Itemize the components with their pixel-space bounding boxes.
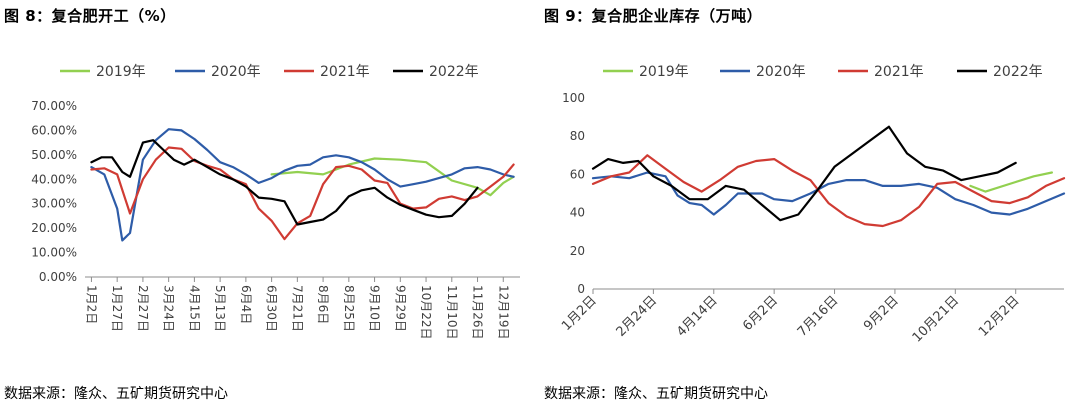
chart-panel-capacity-utilization: 图 8：复合肥开工（%） 0.00% 10.00% 20.00% 30.00% 40.0… xyxy=(4,7,520,402)
series-line-2022年 xyxy=(90,139,479,226)
y-tick-label: 10.00% xyxy=(31,246,77,260)
y-tick-label: 40.00% xyxy=(31,172,77,186)
series-line-2021年 xyxy=(591,154,1066,228)
x-tick-label: 9月2日 xyxy=(861,293,902,334)
x-tick-label: 12月19日 xyxy=(496,285,510,340)
x-tick-label: 7月16日 xyxy=(795,293,842,340)
legend-label: 2022年 xyxy=(993,64,1043,80)
series-line-2021年 xyxy=(90,146,515,241)
x-tick-label: 8月25日 xyxy=(342,285,356,332)
x-tick-label: 1月2日 xyxy=(559,293,600,334)
series-line-2019年 xyxy=(270,157,515,197)
chart-title: 图 9：复合肥企业库存（万吨） xyxy=(544,7,763,25)
x-tick-label: 12月2日 xyxy=(976,293,1023,340)
x-tick-label: 9月29日 xyxy=(393,285,407,332)
y-tick-label: 100 xyxy=(562,91,585,105)
x-tick-label: 3月24日 xyxy=(162,285,176,332)
legend-label: 2021年 xyxy=(874,64,924,80)
y-tick-label: 20.00% xyxy=(31,221,77,235)
y-tick-label: 70.00% xyxy=(31,99,77,113)
legend-label: 2020年 xyxy=(756,64,806,80)
y-tick-label: 0 xyxy=(577,282,585,296)
legend-label: 2022年 xyxy=(429,64,479,80)
chart-panel-inventory: 图 9：复合肥企业库存（万吨） 0 20 40 60 80 100 1月2日 2月24日 4月1… xyxy=(540,0,1080,412)
y-tick-label: 0.00% xyxy=(39,270,77,284)
x-tick-label: 11月10日 xyxy=(445,285,459,340)
chart-source: 数据来源：隆众、五矿期货研究中心 xyxy=(4,386,228,402)
legend-label: 2019年 xyxy=(639,64,689,80)
y-tick-label: 60 xyxy=(570,167,585,181)
x-tick-label: 2月24日 xyxy=(614,293,661,340)
x-tick-label: 10月22日 xyxy=(419,285,433,340)
x-tick-label: 6月2日 xyxy=(740,293,781,334)
y-tick-label: 60.00% xyxy=(31,123,77,137)
legend-label: 2020年 xyxy=(211,64,261,80)
x-tick-label: 7月21日 xyxy=(290,285,304,332)
x-tick-label: 9月10日 xyxy=(368,285,382,332)
x-tick-label: 1月27日 xyxy=(110,285,124,332)
series-line-2020年 xyxy=(591,171,1066,216)
series-line-2020年 xyxy=(90,128,515,242)
x-tick-label: 11月26日 xyxy=(471,285,485,340)
y-tick-label: 80 xyxy=(570,129,585,143)
y-tick-label: 40 xyxy=(570,206,585,220)
chart-source: 数据来源：隆众、五矿期货研究中心 xyxy=(544,386,768,402)
series-line-2019年 xyxy=(969,171,1053,193)
legend-label: 2019年 xyxy=(96,64,146,80)
x-tick-label: 2月27日 xyxy=(136,285,150,332)
x-tick-label: 10月21日 xyxy=(910,293,962,345)
series-line-2022年 xyxy=(591,125,1017,222)
x-tick-label: 5月13日 xyxy=(213,285,227,332)
x-tick-label: 6月4日 xyxy=(239,285,253,324)
legend-label: 2021年 xyxy=(320,64,370,80)
x-tick-label: 8月6日 xyxy=(316,285,330,324)
y-tick-label: 20 xyxy=(570,244,585,258)
x-tick-label: 4月15日 xyxy=(187,285,201,332)
line-chart-capacity-utilization: 0.00% 10.00% 20.00% 30.00% 40.00% 50.00% 60.00… xyxy=(31,64,520,340)
x-tick-label: 1月2日 xyxy=(84,285,98,324)
chart-title: 图 8：复合肥开工（%） xyxy=(4,7,176,25)
x-tick-label: 4月14日 xyxy=(674,293,721,340)
y-tick-label: 30.00% xyxy=(31,197,77,211)
x-tick-label: 6月30日 xyxy=(265,285,279,332)
y-tick-label: 50.00% xyxy=(31,148,77,162)
